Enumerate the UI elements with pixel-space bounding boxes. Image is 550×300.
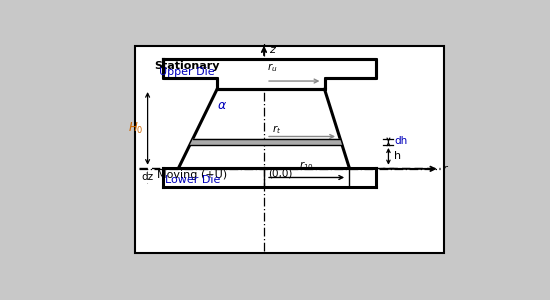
Text: dh: dh [394, 136, 407, 146]
Text: dz: dz [141, 172, 153, 182]
Text: h: h [394, 152, 401, 161]
Text: Lower Die: Lower Die [164, 176, 220, 185]
Text: Upper Die: Upper Die [160, 67, 215, 77]
Text: $r_{10}$: $r_{10}$ [299, 160, 314, 172]
Text: $\alpha$: $\alpha$ [217, 99, 227, 112]
FancyBboxPatch shape [135, 46, 444, 253]
Text: $r_u$: $r_u$ [267, 61, 278, 74]
Polygon shape [190, 139, 342, 145]
Text: Stationary: Stationary [155, 61, 220, 71]
Text: (0,0): (0,0) [268, 169, 293, 178]
Polygon shape [163, 59, 376, 89]
Text: Moving (+U): Moving (+U) [157, 169, 228, 180]
Text: $H_0$: $H_0$ [128, 121, 144, 136]
Text: z: z [269, 45, 275, 55]
Text: r: r [443, 164, 448, 174]
Text: $r_t$: $r_t$ [272, 124, 281, 136]
